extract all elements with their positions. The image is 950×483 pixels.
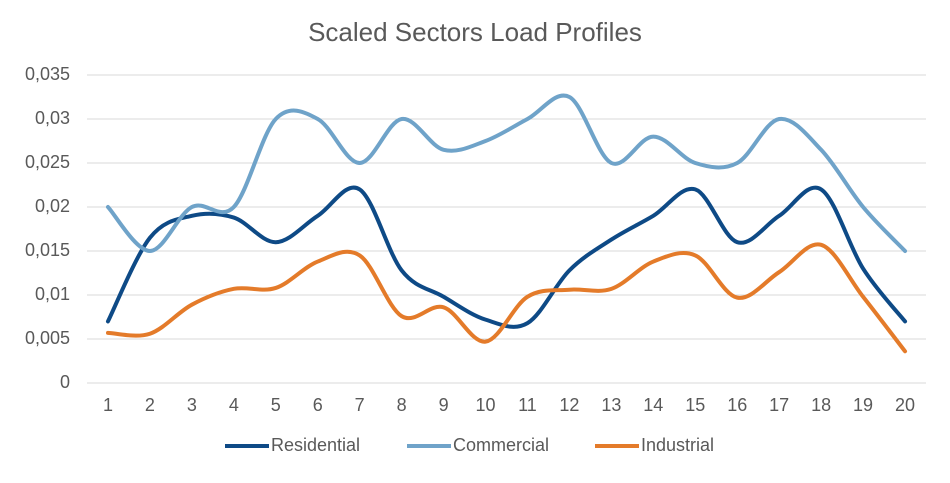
x-tick-label: 19 [853, 395, 873, 415]
y-tick-label: 0,03 [35, 108, 70, 128]
x-tick-label: 5 [271, 395, 281, 415]
x-tick-label: 3 [187, 395, 197, 415]
y-tick-label: 0,015 [25, 240, 70, 260]
legend-label: Industrial [641, 435, 714, 455]
y-tick-label: 0,025 [25, 152, 70, 172]
x-tick-label: 16 [727, 395, 747, 415]
x-tick-label: 12 [559, 395, 579, 415]
x-tick-label: 10 [476, 395, 496, 415]
legend-label: Residential [271, 435, 360, 455]
x-tick-label: 6 [313, 395, 323, 415]
line-series [105, 242, 908, 354]
y-tick-label: 0,02 [35, 196, 70, 216]
y-tick-label: 0 [60, 372, 70, 392]
x-tick-label: 4 [229, 395, 239, 415]
y-tick-label: 0,01 [35, 284, 70, 304]
x-tick-label: 9 [439, 395, 449, 415]
x-tick-label: 8 [397, 395, 407, 415]
legend-label: Commercial [453, 435, 549, 455]
chart-title: Scaled Sectors Load Profiles [308, 17, 642, 47]
y-tick-label: 0,035 [25, 64, 70, 84]
x-tick-label: 2 [145, 395, 155, 415]
y-tick-label: 0,005 [25, 328, 70, 348]
x-tick-label: 7 [355, 395, 365, 415]
x-tick-label: 17 [769, 395, 789, 415]
x-tick-label: 14 [643, 395, 663, 415]
x-tick-label: 1 [103, 395, 113, 415]
x-tick-label: 15 [685, 395, 705, 415]
line-series [105, 185, 908, 329]
x-tick-label: 13 [601, 395, 621, 415]
x-tick-label: 11 [518, 395, 537, 415]
x-tick-label: 18 [811, 395, 831, 415]
x-tick-label: 20 [895, 395, 915, 415]
line-series [105, 93, 908, 254]
